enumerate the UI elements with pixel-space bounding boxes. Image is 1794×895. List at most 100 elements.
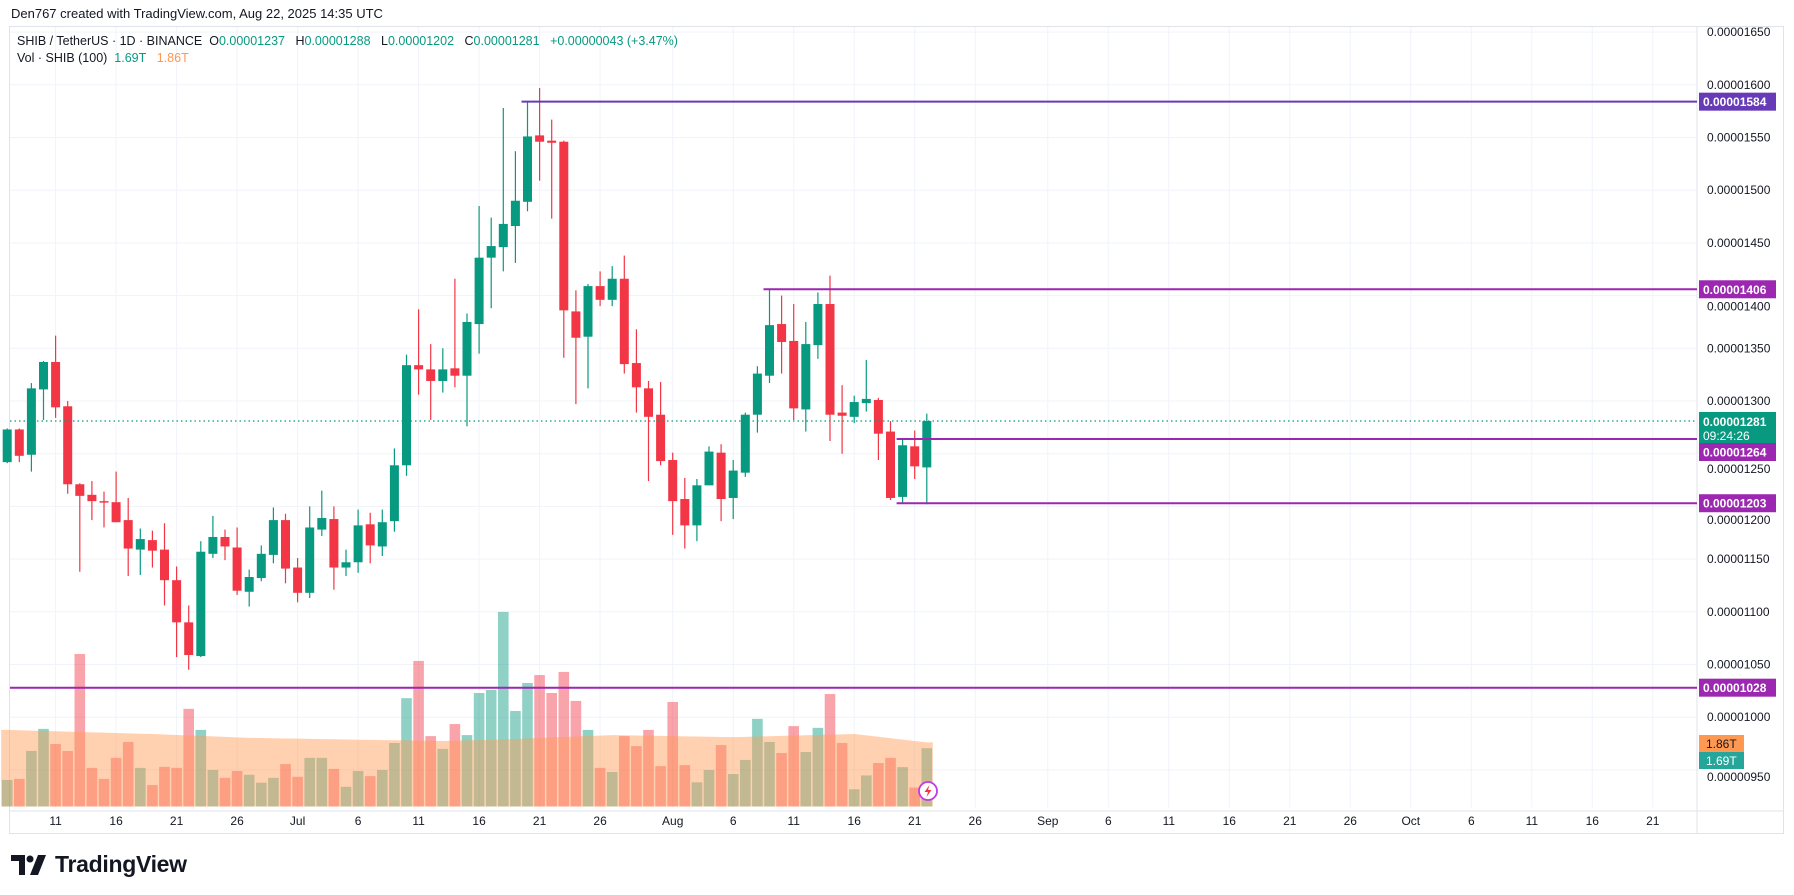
horizontal-levels[interactable]	[10, 100, 1697, 689]
candle-body	[668, 460, 678, 502]
tradingview-logo[interactable]: TradingView	[11, 851, 187, 878]
brand-name: TradingView	[55, 851, 187, 877]
volume-bar	[498, 611, 509, 807]
candle	[184, 605, 194, 670]
candle	[837, 385, 847, 454]
candle	[220, 529, 230, 561]
candle	[728, 460, 738, 520]
candle	[462, 313, 472, 427]
volume-title[interactable]: Vol · SHIB (100)	[17, 51, 108, 65]
volume-bar	[594, 767, 606, 807]
candle	[51, 335, 61, 418]
y-tick-label: 0.00001400	[1707, 299, 1771, 313]
candle-body	[172, 580, 182, 623]
candle	[510, 151, 520, 263]
volume-bar	[703, 769, 715, 807]
candle	[147, 530, 157, 568]
volume-bar	[667, 701, 678, 807]
volume-bar	[304, 757, 315, 807]
candle-body	[510, 200, 520, 227]
x-tick-label: 26	[969, 814, 983, 828]
chart-attribution: Den767 created with TradingView.com, Aug…	[11, 6, 383, 21]
candle-body	[293, 567, 303, 593]
volume-bar	[195, 729, 207, 807]
x-tick-label: 16	[472, 814, 486, 828]
time-axis[interactable]: 11 16 21 26 Jul 6 11 16 21 26 Aug 6 11 16 21 26 Sep 6 11 16…	[49, 814, 1659, 828]
chart-legend: SHIB / TetherUS · 1D · BINANCE O0.000012…	[17, 33, 685, 67]
volume-ma-area	[1, 729, 933, 807]
countdown-label: 09:24:26	[1703, 429, 1750, 443]
candle-body	[607, 278, 617, 300]
candle	[111, 471, 121, 523]
x-tick-label: 21	[908, 814, 922, 828]
symbol-title[interactable]: SHIB / TetherUS · 1D · BINANCE	[17, 34, 203, 48]
volume-bar	[256, 782, 267, 807]
volume-label-bg	[1699, 752, 1744, 769]
volume-bar	[98, 778, 110, 807]
candle-body	[535, 135, 545, 142]
candle	[39, 360, 48, 420]
candle-body	[716, 452, 726, 500]
y-tick-label: 0.00001200	[1707, 513, 1771, 527]
candle	[777, 295, 787, 374]
candle-body	[51, 362, 61, 408]
volume-bar	[764, 741, 775, 807]
low-label: L	[381, 34, 388, 48]
candle-body	[14, 429, 24, 456]
candle	[898, 439, 908, 504]
volume-bar	[219, 777, 231, 807]
candle	[825, 275, 835, 442]
volume-bar	[316, 757, 328, 807]
candle-body	[196, 551, 206, 657]
event-lightning-icon[interactable]	[918, 781, 938, 801]
candle-body	[184, 622, 194, 656]
volume-bar	[1, 779, 13, 807]
y-tick-label: 0.00001650	[1707, 25, 1771, 39]
volume-bar	[62, 750, 73, 807]
candle-body	[39, 362, 48, 390]
volume-bar	[619, 736, 630, 807]
candle-body	[680, 499, 690, 526]
candle-body	[498, 223, 508, 248]
price-axis[interactable]: 0.00001650 0.00001600 0.00001550 0.00001500…	[1707, 25, 1771, 784]
candle-body	[135, 539, 145, 550]
candle-body	[2, 429, 12, 463]
candle-body	[147, 540, 157, 551]
volume-value: 1.69T	[114, 51, 147, 65]
volume-ma-value: 1.86T	[156, 51, 189, 65]
candle	[99, 491, 109, 528]
candle	[922, 413, 932, 505]
candle	[268, 507, 278, 564]
candle-body	[801, 344, 811, 410]
candle-body	[123, 520, 133, 549]
candle-body	[426, 369, 436, 381]
volume-bar	[800, 751, 812, 807]
volume-bar	[691, 782, 703, 807]
level-price-label: 0.00001264	[1703, 446, 1767, 460]
candle	[2, 428, 12, 464]
volume-bar	[413, 660, 424, 807]
volume-bar	[485, 689, 497, 807]
volume-bar	[159, 766, 170, 807]
open-value: 0.00001237	[218, 34, 285, 48]
level-price-label-bg	[1699, 443, 1776, 461]
candle	[873, 397, 883, 461]
x-tick-label: 16	[1223, 814, 1237, 828]
level-price-label: 0.00001584	[1703, 95, 1767, 109]
candle	[559, 140, 569, 358]
y-tick-label: 0.00001550	[1707, 131, 1771, 145]
candle-body	[438, 369, 448, 381]
candle-body	[813, 304, 823, 346]
candle-body	[523, 136, 532, 202]
candle-body	[752, 373, 762, 415]
candle-body	[644, 388, 653, 417]
candle-body	[873, 399, 883, 434]
candle	[208, 515, 218, 559]
candle	[75, 483, 85, 572]
volume-bar	[231, 770, 243, 807]
volume-bar	[776, 753, 787, 807]
candle-body	[99, 501, 109, 503]
volume-bar	[26, 750, 37, 807]
volume-bar	[861, 775, 872, 807]
